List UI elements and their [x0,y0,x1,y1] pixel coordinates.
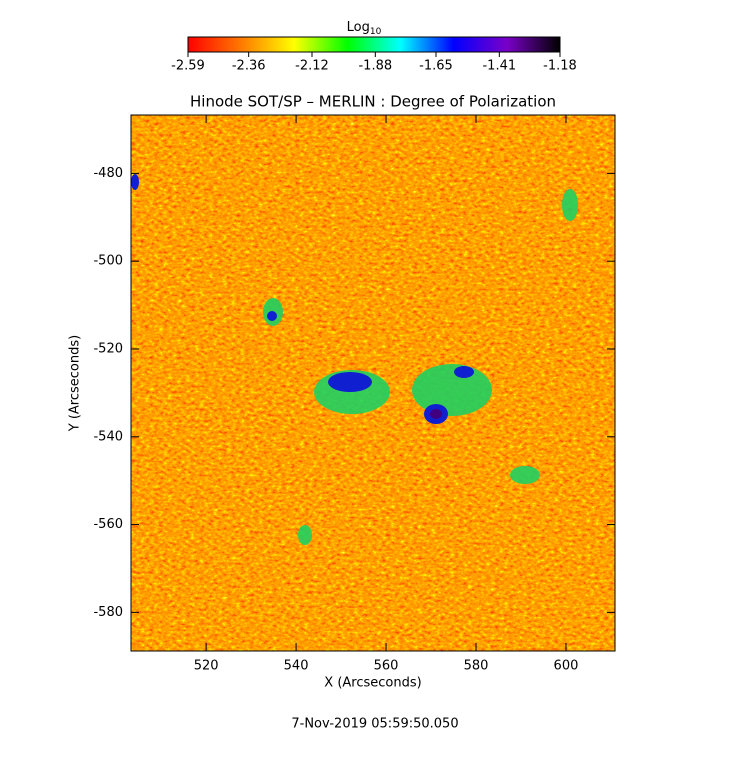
colorbar-tick-label: -1.88 [358,59,392,74]
colorbar-tick-label: -2.59 [171,59,205,74]
colorbar-label-main: Log [347,20,370,35]
plot-frame [130,114,616,652]
colorbar [187,36,561,53]
colorbar-label: Log10 [347,20,382,37]
y-tick-label: -520 [93,341,123,356]
image [131,115,615,651]
colorbar-label-subscript: 10 [370,27,382,37]
y-tick-label: -500 [93,254,123,269]
colorbar-tick-label: -2.36 [232,59,266,74]
x-tick-label: 540 [284,659,309,674]
image-peak [430,409,442,419]
x-tick-label: 600 [554,659,579,674]
y-tick-label: -560 [93,517,123,532]
image-features [263,189,578,545]
colorbar-tick-label: -1.18 [543,59,577,74]
y-axis-label: Y (Arcseconds) [68,335,83,432]
y-tick-label: -540 [93,429,123,444]
colorbar-tick-label: -1.65 [419,59,453,74]
x-tick-label: 520 [194,659,219,674]
x-tick-label: 580 [464,659,489,674]
colorbar-tick-label: -2.12 [295,59,329,74]
x-tick-label: 560 [374,659,399,674]
y-tick-label: -580 [93,605,123,620]
x-axis-label: X (Arcseconds) [324,676,421,691]
colorbar-tick-label: -1.41 [482,59,516,74]
chart-title: Hinode SOT/SP – MERLIN : Degree of Polar… [190,93,556,111]
y-tick-label: -480 [93,166,123,181]
footer-date: 7-Nov-2019 05:59:50.050 [291,717,458,732]
